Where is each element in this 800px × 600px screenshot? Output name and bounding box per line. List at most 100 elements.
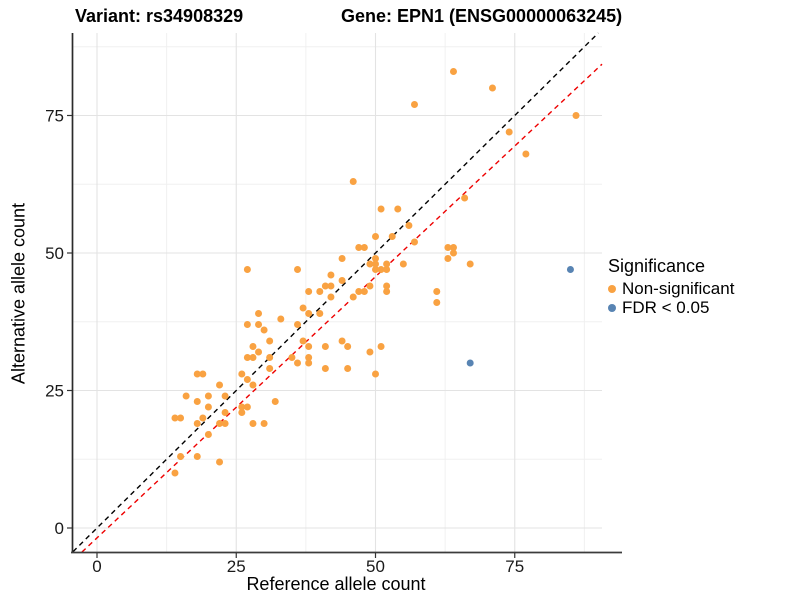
data-point bbox=[366, 260, 374, 268]
data-point bbox=[305, 354, 313, 361]
data-point bbox=[394, 205, 402, 213]
data-point bbox=[277, 315, 285, 323]
data-point bbox=[243, 376, 251, 383]
legend-label-non-significant: Non-significant bbox=[622, 279, 735, 298]
blue-dot-icon bbox=[608, 304, 616, 312]
data-point bbox=[193, 420, 201, 427]
data-point bbox=[466, 260, 474, 268]
data-point bbox=[204, 403, 212, 411]
data-point bbox=[305, 288, 313, 295]
data-point bbox=[243, 321, 251, 328]
data-point bbox=[216, 458, 224, 466]
data-point bbox=[388, 233, 396, 240]
data-point bbox=[238, 403, 246, 411]
data-point bbox=[221, 420, 229, 427]
data-point bbox=[360, 288, 368, 295]
data-point bbox=[488, 84, 496, 92]
y-tick-label: 75 bbox=[45, 107, 64, 126]
data-point bbox=[566, 266, 574, 273]
data-point bbox=[372, 255, 379, 262]
y-tick-label: 0 bbox=[55, 519, 64, 538]
data-point bbox=[366, 348, 374, 356]
data-point bbox=[327, 293, 335, 301]
data-point bbox=[243, 403, 251, 411]
data-point bbox=[383, 282, 391, 290]
data-point bbox=[372, 266, 379, 273]
legend-label-fdr: FDR < 0.05 bbox=[622, 298, 710, 317]
data-point bbox=[299, 304, 307, 312]
data-point bbox=[294, 359, 302, 367]
data-point bbox=[377, 205, 385, 213]
data-point bbox=[260, 326, 268, 334]
data-point bbox=[349, 293, 357, 301]
data-point bbox=[305, 310, 313, 317]
data-point bbox=[505, 128, 513, 136]
legend-item-non-significant: Non-significant bbox=[608, 280, 734, 298]
data-point bbox=[572, 112, 580, 119]
data-point bbox=[377, 343, 385, 350]
data-point bbox=[294, 266, 302, 273]
y-tick-label: 50 bbox=[45, 244, 64, 263]
data-point bbox=[266, 354, 274, 361]
data-point bbox=[349, 178, 357, 185]
data-point bbox=[305, 359, 313, 367]
data-point bbox=[372, 370, 379, 378]
data-point bbox=[255, 348, 263, 356]
data-point bbox=[433, 299, 441, 306]
data-point bbox=[243, 266, 251, 273]
data-point bbox=[383, 288, 391, 295]
data-point bbox=[466, 359, 474, 367]
x-tick-label: 0 bbox=[92, 557, 101, 576]
data-point bbox=[171, 469, 179, 477]
data-point bbox=[249, 381, 257, 389]
data-point bbox=[221, 409, 229, 416]
data-point bbox=[316, 310, 324, 317]
data-point bbox=[271, 398, 279, 405]
data-point bbox=[316, 288, 324, 295]
data-point bbox=[199, 370, 207, 378]
data-point bbox=[260, 420, 268, 427]
data-point bbox=[294, 321, 302, 328]
gene-title: Gene: EPN1 (ENSG00000063245) bbox=[341, 6, 623, 26]
data-point bbox=[338, 277, 346, 284]
data-point bbox=[449, 68, 457, 75]
data-point bbox=[321, 343, 329, 350]
data-point bbox=[216, 381, 224, 389]
variant-title: Variant: rs34908329 bbox=[75, 6, 244, 26]
data-point bbox=[410, 238, 418, 246]
data-point bbox=[255, 310, 263, 317]
data-point bbox=[338, 255, 346, 262]
data-point bbox=[355, 288, 363, 295]
data-point bbox=[410, 101, 418, 108]
data-point bbox=[383, 260, 391, 268]
data-point bbox=[182, 392, 190, 400]
data-point bbox=[377, 266, 385, 273]
data-point bbox=[177, 414, 185, 422]
data-point bbox=[177, 453, 185, 460]
data-point bbox=[199, 414, 207, 422]
data-point bbox=[305, 343, 313, 350]
data-point bbox=[372, 260, 379, 268]
data-point bbox=[321, 365, 329, 372]
data-point bbox=[449, 249, 457, 257]
data-point bbox=[193, 398, 201, 405]
legend: Significance Non-significant FDR < 0.05 bbox=[608, 256, 734, 317]
x-axis-label: Reference allele count bbox=[246, 574, 426, 594]
data-point bbox=[171, 414, 179, 422]
data-point bbox=[238, 370, 246, 378]
data-point bbox=[399, 260, 407, 268]
y-axis-label: Alternative allele count bbox=[8, 202, 29, 385]
data-point bbox=[204, 431, 212, 438]
y-tick-label: 25 bbox=[45, 382, 64, 401]
data-point bbox=[327, 282, 335, 290]
x-tick-label: 75 bbox=[505, 557, 524, 576]
data-point bbox=[344, 365, 352, 372]
x-tick-label: 50 bbox=[366, 557, 385, 576]
data-point bbox=[249, 354, 257, 361]
data-point bbox=[216, 420, 224, 427]
data-point bbox=[444, 244, 452, 251]
data-point bbox=[522, 150, 530, 158]
data-point bbox=[355, 244, 363, 251]
data-point bbox=[266, 365, 274, 372]
